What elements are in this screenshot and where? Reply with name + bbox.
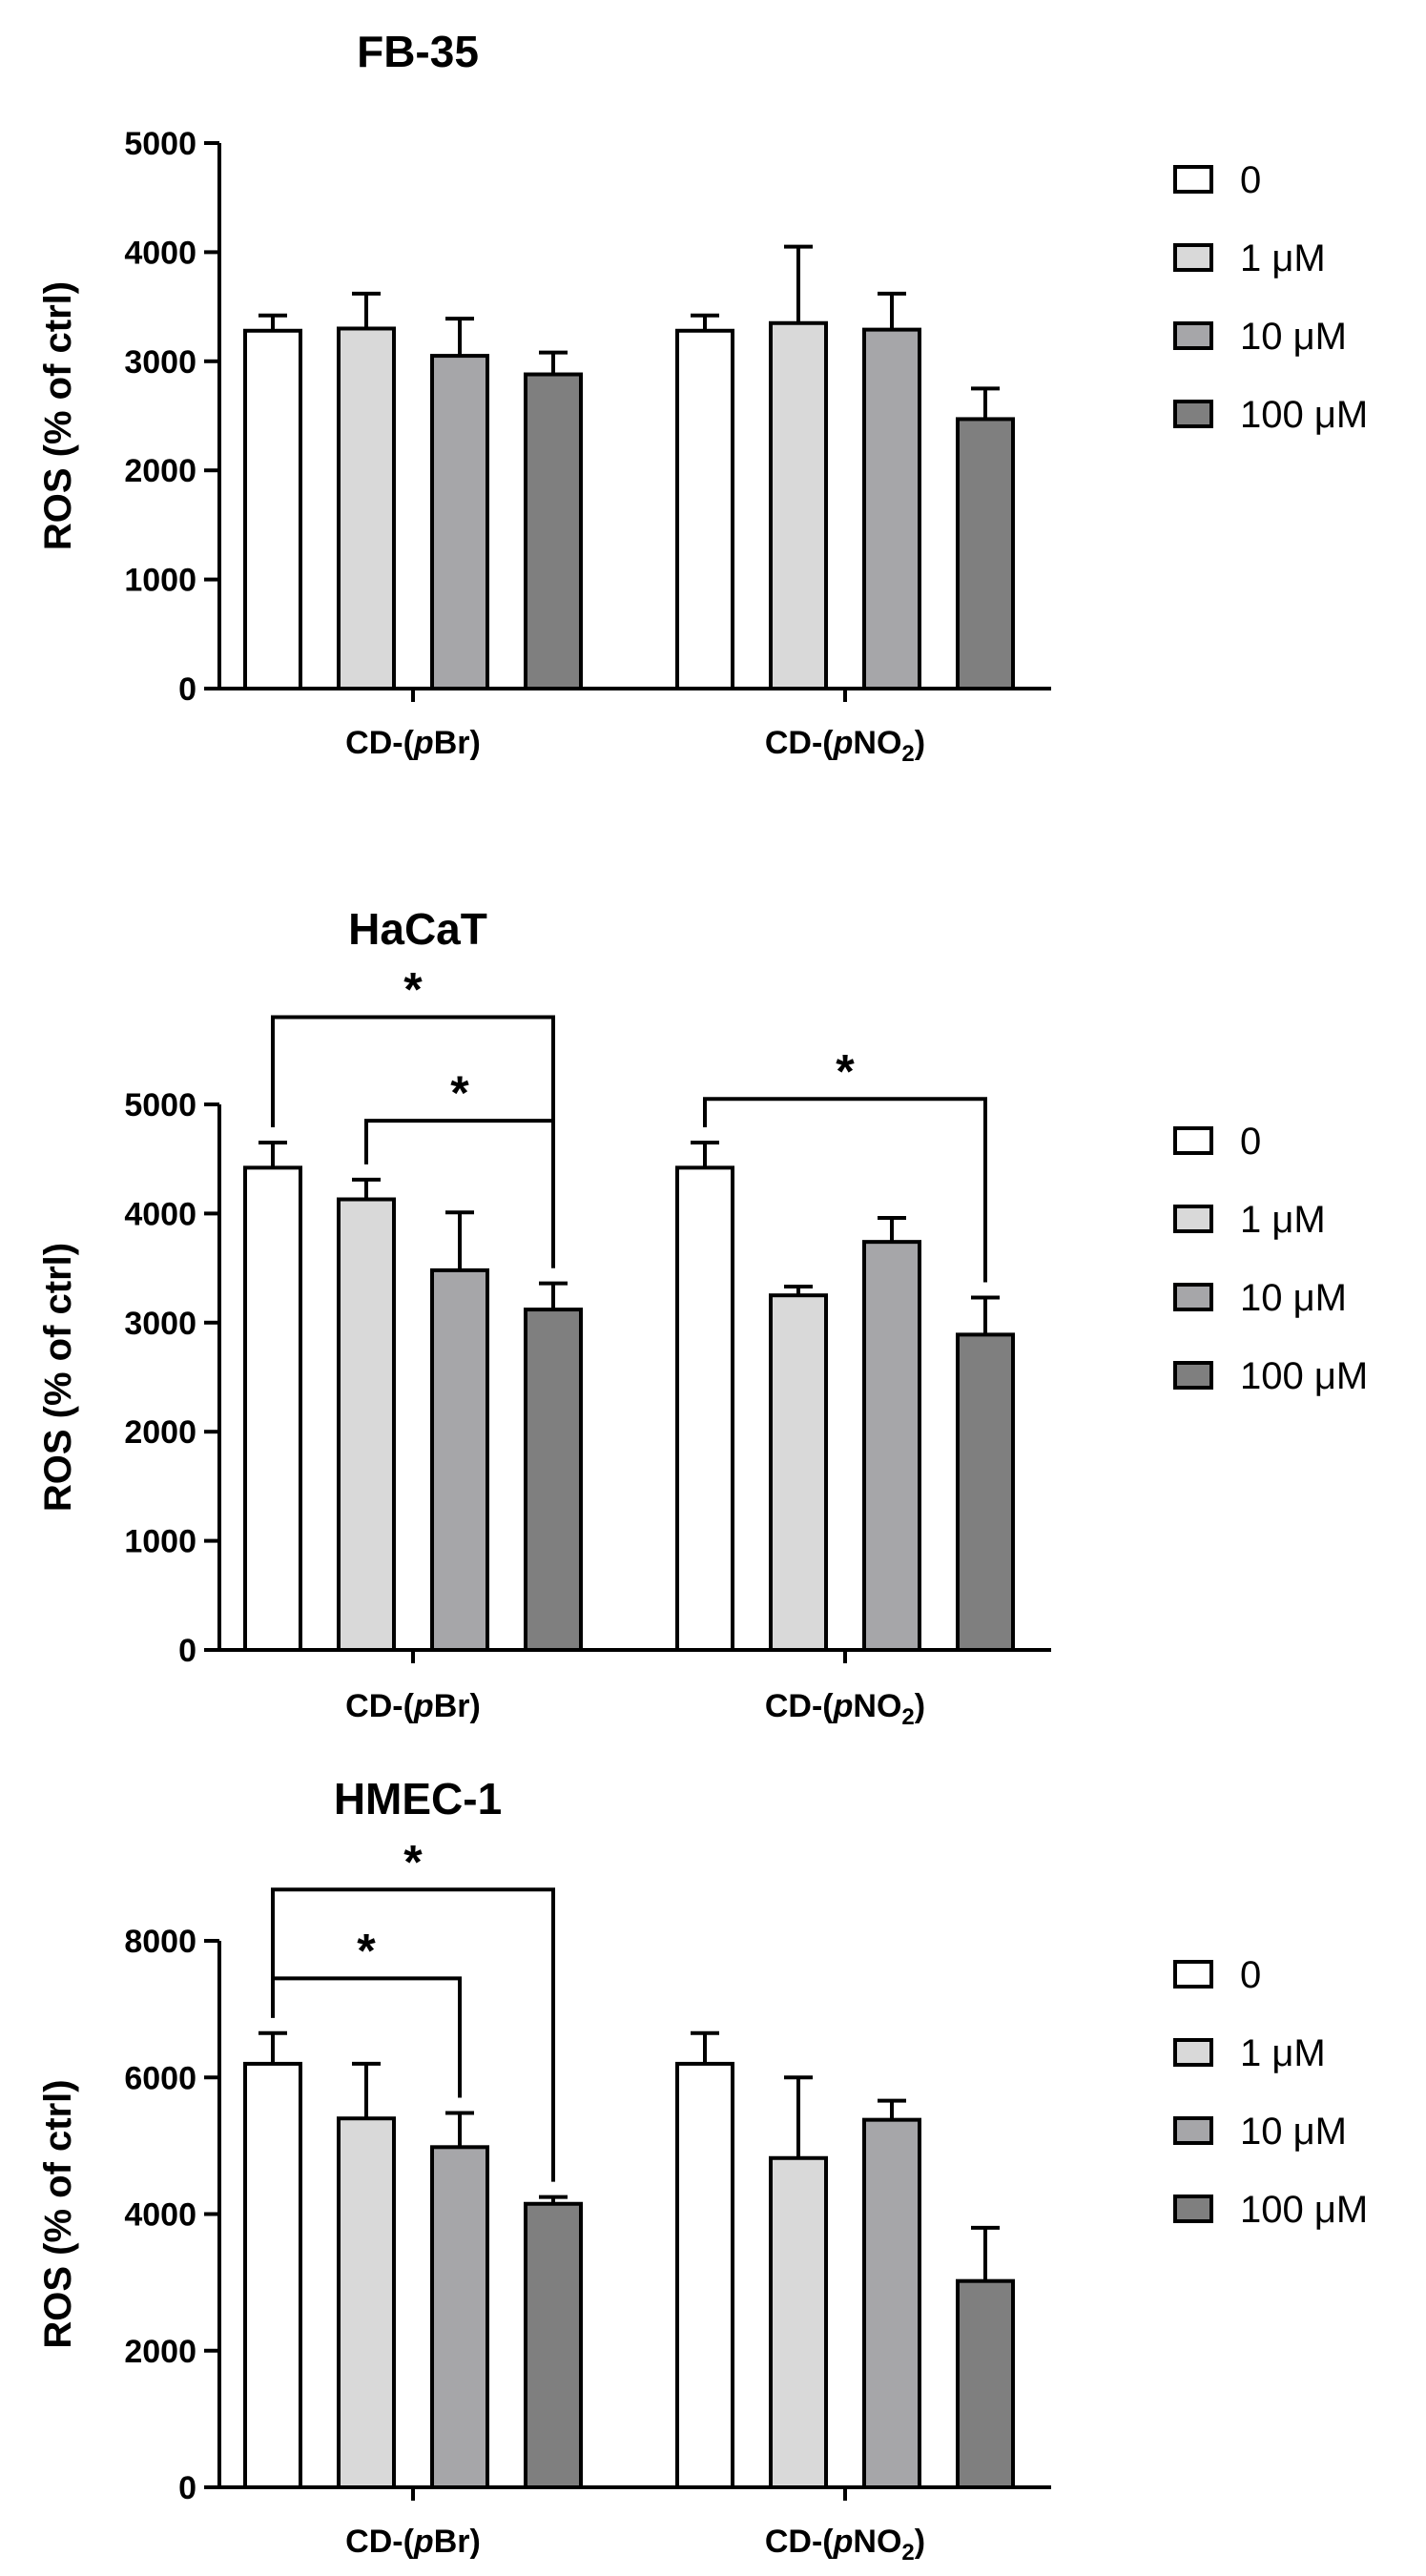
- bar: [769, 1293, 828, 1652]
- significance-star: *: [403, 962, 423, 1016]
- bar: [675, 328, 734, 690]
- y-tick-label: 6000: [124, 2060, 196, 2096]
- bar: [524, 372, 583, 690]
- bar: [675, 1165, 734, 1653]
- bar: [243, 1165, 302, 1653]
- y-tick-label: 0: [178, 1633, 196, 1669]
- category-label: CD-(pNO2): [765, 1688, 925, 1730]
- bar: [956, 417, 1015, 690]
- legend-label: 10 μM: [1240, 316, 1347, 358]
- bar: [675, 2061, 734, 2490]
- y-tick-label: 8000: [124, 1924, 196, 1960]
- legend-label: 1 μM: [1240, 1199, 1326, 1241]
- bar: [769, 320, 828, 690]
- y-tick-label: 2000: [124, 453, 196, 489]
- legend-swatch: [1173, 1361, 1213, 1390]
- significance-star: *: [403, 1835, 423, 1888]
- legend-label: 10 μM: [1240, 2111, 1347, 2153]
- y-tick-label: 1000: [124, 563, 196, 599]
- bar: [769, 2155, 828, 2490]
- legend-swatch: [1173, 1205, 1213, 1233]
- y-tick-label: 0: [178, 2470, 196, 2506]
- bar: [337, 2116, 396, 2490]
- legend-label: 100 μM: [1240, 1355, 1368, 1397]
- legend-swatch: [1173, 400, 1213, 428]
- legend-label: 1 μM: [1240, 2032, 1326, 2074]
- bar: [524, 2201, 583, 2490]
- bar: [243, 328, 302, 690]
- y-axis-label: ROS (% of ctrl): [37, 281, 79, 550]
- bar: [862, 2117, 921, 2489]
- bar: [337, 1197, 396, 1652]
- bar: [956, 1332, 1015, 1653]
- significance-star: *: [450, 1066, 469, 1120]
- bar: [862, 1240, 921, 1653]
- bar: [430, 354, 489, 690]
- y-tick-label: 4000: [124, 1196, 196, 1232]
- legend-swatch: [1173, 1283, 1213, 1311]
- legend-swatch: [1173, 2038, 1213, 2067]
- chart-title: FB-35: [357, 27, 479, 76]
- y-tick-label: 1000: [124, 1524, 196, 1560]
- legend-label: 0: [1240, 1121, 1261, 1163]
- chart-panel-2: HaCaT ROS (% of ctrl) 0 1000 2000 3000 4000 500…: [37, 904, 1368, 1730]
- y-axis-label: ROS (% of ctrl): [37, 1243, 79, 1512]
- chart-title: HaCaT: [348, 904, 487, 954]
- significance-bracket: [271, 1976, 462, 2098]
- legend-label: 1 μM: [1240, 237, 1326, 279]
- y-tick-label: 2000: [124, 1414, 196, 1451]
- chart-title: HMEC-1: [334, 1774, 502, 1824]
- legend-label: 100 μM: [1240, 394, 1368, 436]
- y-tick-label: 0: [178, 671, 196, 708]
- legend-label: 0: [1240, 159, 1261, 201]
- bar: [243, 2061, 302, 2490]
- bar: [430, 2145, 489, 2490]
- y-tick-label: 3000: [124, 1306, 196, 1342]
- bar: [430, 1267, 489, 1652]
- category-label: CD-(pNO2): [765, 725, 925, 767]
- legend-swatch: [1173, 321, 1213, 350]
- chart-panel-3: HMEC-1 ROS (% of ctrl) 0 2000 4000 6000 8000 CD…: [37, 1774, 1368, 2566]
- y-tick-label: 5000: [124, 126, 196, 162]
- legend-swatch: [1173, 243, 1213, 272]
- y-tick-label: 4000: [124, 2197, 196, 2234]
- significance-bracket: [364, 1119, 555, 1268]
- legend-label: 100 μM: [1240, 2189, 1368, 2231]
- legend-swatch: [1173, 2116, 1213, 2145]
- y-tick-label: 3000: [124, 344, 196, 381]
- bar: [524, 1308, 583, 1653]
- legend-swatch: [1173, 1960, 1213, 1989]
- bar: [956, 2278, 1015, 2489]
- category-label: CD-(pNO2): [765, 2524, 925, 2566]
- category-label: CD-(pBr): [345, 1688, 481, 1724]
- legend-swatch: [1173, 1126, 1213, 1155]
- significance-star: *: [836, 1044, 855, 1098]
- legend-label: 0: [1240, 1954, 1261, 1996]
- significance-bracket: [703, 1097, 987, 1283]
- significance-bracket: [271, 1015, 555, 1268]
- chart-panel-1: FB-35 ROS (% of ctrl) 0 1000 2000 3000 4000 500…: [37, 27, 1368, 767]
- y-tick-label: 4000: [124, 235, 196, 271]
- bar: [337, 326, 396, 690]
- significance-bracket: [271, 1887, 555, 2182]
- legend-label: 10 μM: [1240, 1277, 1347, 1319]
- legend-swatch: [1173, 2195, 1213, 2223]
- y-axis-label: ROS (% of ctrl): [37, 2079, 79, 2348]
- y-tick-label: 5000: [124, 1087, 196, 1123]
- bar: [862, 327, 921, 690]
- legend-swatch: [1173, 165, 1213, 194]
- y-tick-label: 2000: [124, 2334, 196, 2370]
- category-label: CD-(pBr): [345, 725, 481, 761]
- significance-star: *: [357, 1924, 376, 1977]
- category-label: CD-(pBr): [345, 2524, 481, 2560]
